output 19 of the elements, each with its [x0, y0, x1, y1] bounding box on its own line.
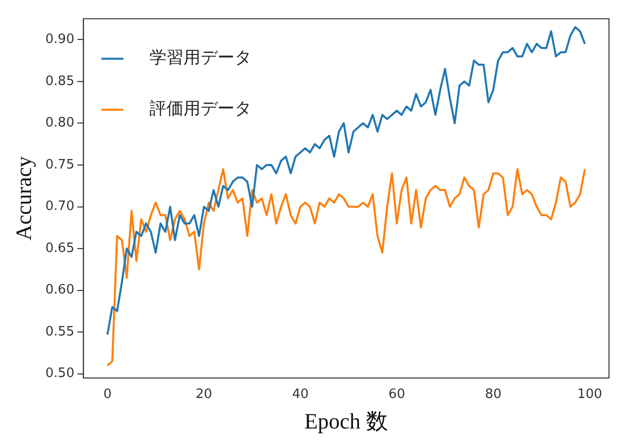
y-tick-label: 0.60: [45, 282, 74, 298]
x-tick-label: 100: [577, 387, 602, 402]
x-axis-title: Epoch 数: [304, 408, 388, 434]
y-tick-label: 0.70: [45, 199, 74, 214]
y-tick-label: 0.50: [45, 366, 74, 382]
x-tick-label: 40: [292, 387, 309, 402]
y-tick-label: 0.85: [45, 74, 74, 89]
x-tick-label: 20: [196, 387, 212, 402]
y-tick-label: 0.90: [45, 32, 74, 48]
x-tick-label: 60: [388, 387, 406, 402]
x-tick-label: 0: [103, 387, 112, 402]
y-tick-label: 0.75: [45, 157, 74, 172]
y-tick-label: 0.55: [45, 324, 74, 340]
y-tick-label: 0.80: [45, 116, 74, 131]
legend-label: 学習用データ: [149, 48, 252, 68]
legend-label: 評価用データ: [149, 99, 252, 120]
x-tick-label: 80: [484, 387, 502, 402]
y-axis-title: Accuracy: [10, 156, 36, 241]
y-tick-label: 0.65: [45, 240, 74, 256]
